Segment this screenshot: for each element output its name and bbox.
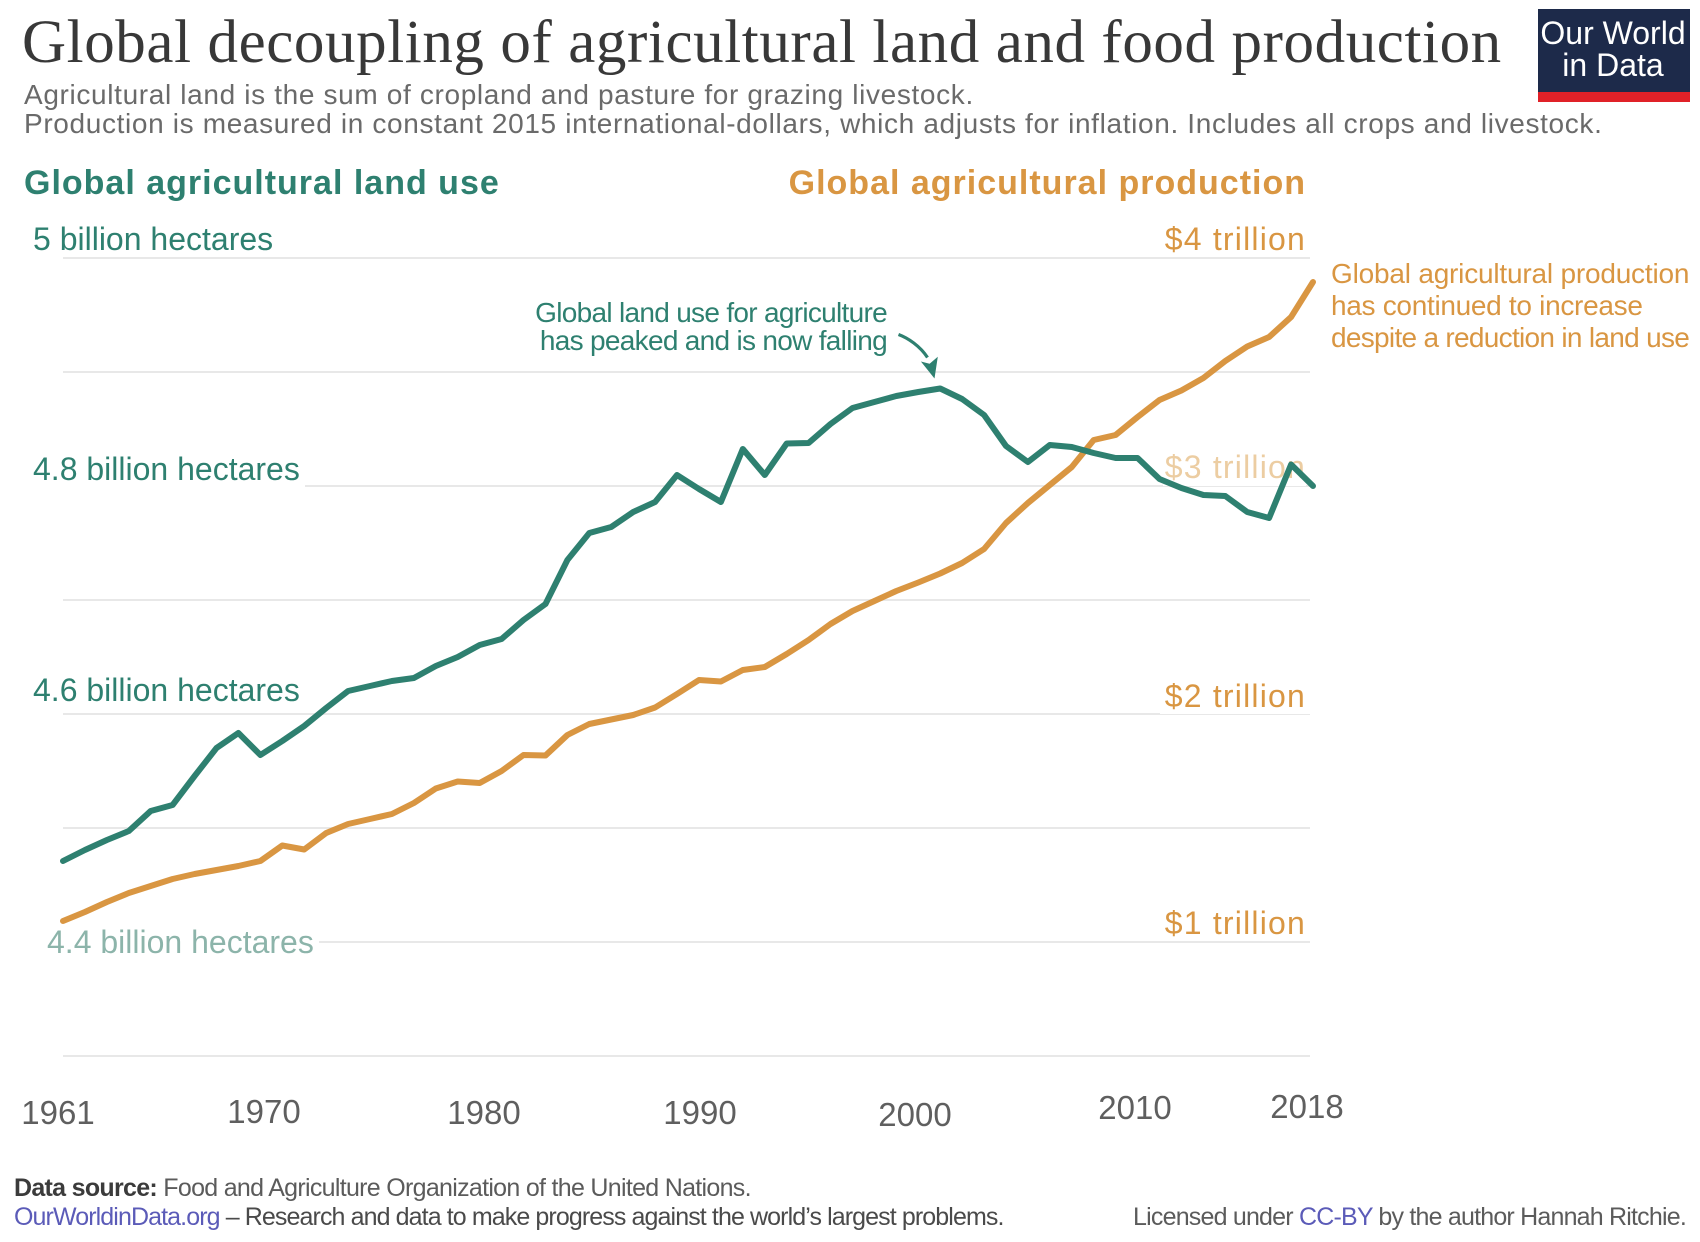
svg-text:$2 trillion: $2 trillion	[1165, 678, 1306, 714]
svg-text:despite a reduction in land us: despite a reduction in land use	[1331, 322, 1689, 353]
svg-text:Global land use for agricultur: Global land use for agriculture	[535, 297, 887, 328]
svg-text:Our World: Our World	[1540, 15, 1685, 51]
svg-text:Global decoupling of agricultu: Global decoupling of agricultural land a…	[22, 9, 1502, 76]
svg-text:1961: 1961	[21, 1094, 94, 1131]
svg-text:Production is measured in cons: Production is measured in constant 2015 …	[24, 108, 1603, 139]
svg-text:$1 trillion: $1 trillion	[1165, 905, 1306, 941]
svg-text:Global agricultural production: Global agricultural production	[789, 164, 1306, 202]
svg-text:Licensed under CC-BY by the au: Licensed under CC-BY by the author Hanna…	[1133, 1203, 1686, 1231]
svg-text:4.8 billion hectares: 4.8 billion hectares	[33, 451, 300, 487]
svg-text:5 billion hectares: 5 billion hectares	[33, 221, 273, 257]
svg-text:Data source: Food and Agricult: Data source: Food and Agriculture Organi…	[14, 1174, 751, 1202]
svg-text:$4 trillion: $4 trillion	[1165, 221, 1306, 257]
svg-text:in Data: in Data	[1562, 47, 1664, 83]
svg-text:1970: 1970	[227, 1093, 300, 1130]
svg-text:2010: 2010	[1098, 1089, 1171, 1126]
svg-text:has continued to increase: has continued to increase	[1331, 290, 1643, 321]
svg-text:2018: 2018	[1270, 1088, 1343, 1125]
svg-text:Global agricultural production: Global agricultural production	[1331, 258, 1689, 289]
svg-text:$3 trillion: $3 trillion	[1165, 449, 1306, 485]
svg-text:1980: 1980	[447, 1094, 520, 1131]
svg-text:4.4 billion hectares: 4.4 billion hectares	[47, 924, 314, 960]
svg-text:2000: 2000	[878, 1096, 951, 1133]
svg-text:4.6 billion hectares: 4.6 billion hectares	[33, 672, 300, 708]
svg-text:1990: 1990	[663, 1094, 736, 1131]
svg-text:OurWorldinData.org – Research: OurWorldinData.org – Research and data t…	[14, 1203, 1004, 1231]
svg-text:has peaked and is now falling: has peaked and is now falling	[540, 325, 887, 356]
svg-text:Global agricultural land use: Global agricultural land use	[24, 164, 500, 202]
svg-text:Agricultural land is the sum o: Agricultural land is the sum of cropland…	[24, 79, 974, 110]
